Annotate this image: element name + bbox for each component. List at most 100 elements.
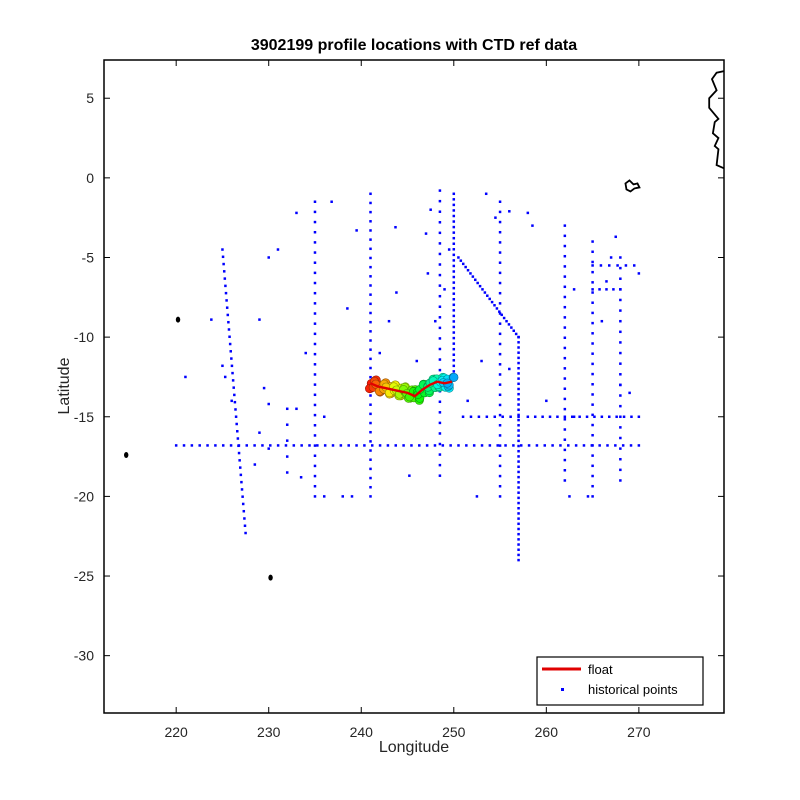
historical-point xyxy=(517,366,520,370)
historical-point xyxy=(498,312,502,315)
historical-point xyxy=(591,342,594,345)
historical-point xyxy=(452,225,456,229)
y-tick-label: 5 xyxy=(86,90,94,106)
historical-point xyxy=(591,423,594,427)
historical-point xyxy=(591,393,594,396)
historical-point xyxy=(452,314,456,318)
historical-point xyxy=(304,351,307,355)
historical-point xyxy=(322,495,326,498)
historical-point xyxy=(498,291,502,295)
x-axis-label: Longitude xyxy=(379,739,449,756)
historical-point xyxy=(452,309,456,312)
island-outline xyxy=(624,179,641,193)
historical-point xyxy=(591,484,594,488)
historical-point xyxy=(517,455,520,458)
historical-point xyxy=(501,415,504,419)
historical-point xyxy=(619,341,622,344)
historical-point xyxy=(369,403,372,406)
historical-point xyxy=(313,251,317,254)
historical-point xyxy=(370,444,374,447)
historical-point xyxy=(517,460,520,463)
historical-point xyxy=(418,444,421,447)
island-shape xyxy=(268,574,273,581)
historical-point xyxy=(526,211,530,215)
historical-point xyxy=(591,301,594,304)
historical-point xyxy=(498,444,502,447)
historical-point xyxy=(369,440,372,443)
historical-point xyxy=(438,474,442,477)
chart-title: 3902199 profile locations with CTD ref d… xyxy=(251,37,577,54)
historical-point xyxy=(563,438,567,441)
historical-point xyxy=(598,444,601,447)
historical-point xyxy=(221,248,224,251)
historical-point xyxy=(452,264,456,268)
historical-point xyxy=(500,313,503,317)
y-tick-label: -15 xyxy=(74,409,94,425)
float-track-layer xyxy=(365,372,459,405)
legend: float historical points xyxy=(536,656,704,706)
historical-point xyxy=(498,403,502,407)
historical-point xyxy=(485,415,489,419)
historical-point xyxy=(599,264,603,267)
historical-point xyxy=(452,242,456,245)
historical-point xyxy=(243,524,247,528)
historical-point xyxy=(498,302,502,305)
historical-point xyxy=(438,358,442,361)
y-axis-label: Latitude xyxy=(56,357,73,414)
historical-point xyxy=(285,407,289,411)
historical-point xyxy=(237,444,240,448)
historical-point xyxy=(556,415,559,419)
historical-point xyxy=(316,444,319,447)
historical-point xyxy=(630,415,633,419)
historical-point xyxy=(563,418,567,421)
historical-point xyxy=(591,362,594,366)
historical-point xyxy=(498,261,502,264)
historical-point xyxy=(387,319,391,323)
historical-point xyxy=(632,264,636,267)
historical-point xyxy=(313,495,317,498)
historical-point xyxy=(313,464,317,468)
historical-point xyxy=(261,444,264,447)
historical-point xyxy=(563,234,567,238)
historical-point xyxy=(508,210,511,213)
historical-point xyxy=(616,264,619,267)
historical-point xyxy=(313,342,317,346)
historical-point xyxy=(369,293,372,296)
historical-point xyxy=(605,280,608,283)
historical-point xyxy=(502,316,506,320)
historical-point xyxy=(563,428,567,431)
historical-point xyxy=(438,294,442,298)
historical-point xyxy=(472,444,476,447)
historical-point xyxy=(469,415,473,419)
historical-point xyxy=(517,415,520,419)
historical-point xyxy=(619,309,622,312)
historical-point xyxy=(395,291,398,294)
historical-point xyxy=(232,386,235,389)
historical-point xyxy=(441,444,445,447)
historical-points-layer xyxy=(174,189,641,562)
historical-point xyxy=(313,373,317,376)
historical-point xyxy=(563,346,567,350)
historical-point xyxy=(452,342,456,345)
historical-point xyxy=(498,210,502,214)
historical-point xyxy=(236,430,239,433)
historical-point xyxy=(517,361,520,365)
historical-point xyxy=(184,375,187,379)
historical-point xyxy=(591,433,594,437)
historical-point xyxy=(591,352,594,355)
historical-point xyxy=(475,495,479,498)
historical-point xyxy=(433,444,437,447)
historical-point xyxy=(461,415,465,419)
historical-point xyxy=(408,474,411,477)
historical-point xyxy=(426,272,430,275)
historical-point xyxy=(488,297,491,301)
historical-point xyxy=(465,444,468,447)
historical-point xyxy=(619,394,622,397)
historical-point xyxy=(227,328,231,331)
historical-point xyxy=(346,307,349,310)
historical-point xyxy=(276,444,280,447)
historical-point xyxy=(258,318,261,321)
historical-point xyxy=(531,224,534,227)
historical-point xyxy=(545,399,548,403)
historical-point xyxy=(258,431,261,434)
